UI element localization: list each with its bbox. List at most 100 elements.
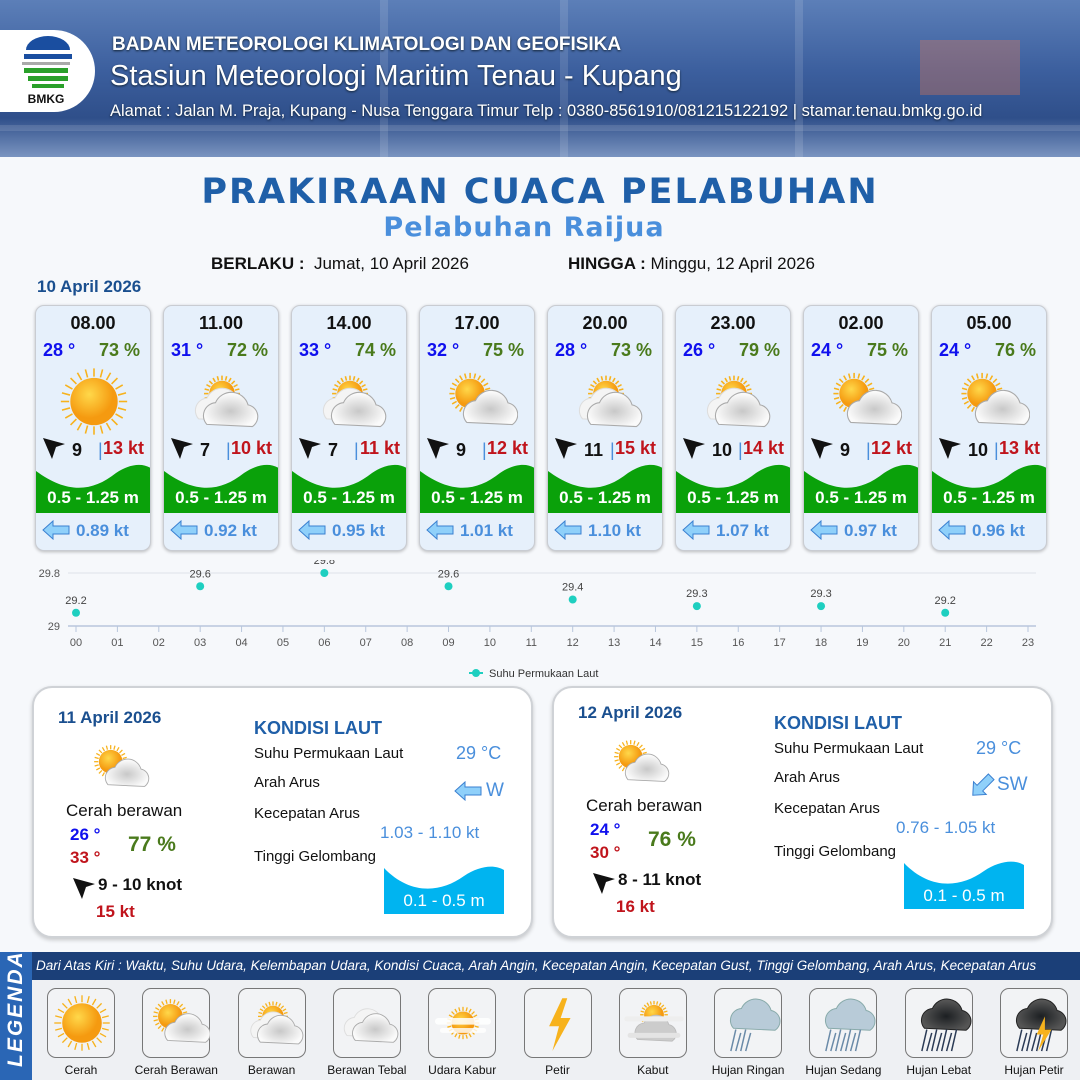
forecast-time: 11.00: [198, 313, 244, 333]
x-tick-label: 04: [235, 637, 247, 649]
valid-from: BERLAKU : Jumat, 10 April 2026: [211, 254, 469, 274]
gust-speed: 13 kt: [102, 438, 144, 458]
wave-height: 0.5 - 1.25 m: [943, 488, 1035, 507]
x-tick-label: 12: [567, 637, 579, 649]
page-title: PRAKIRAAN CUACA PELABUHAN: [201, 172, 879, 212]
panel-date: 11 April 2026: [58, 708, 162, 727]
data-point: [196, 582, 205, 591]
wind-speed: 9: [840, 440, 851, 460]
separator: |: [866, 440, 871, 460]
data-point: [692, 602, 701, 611]
air-temperature: 26 °: [683, 340, 716, 360]
current-speed: 1.01 kt: [460, 521, 513, 540]
wave-height: 0.5 - 1.25 m: [431, 488, 523, 507]
wave-height-label: Tinggi Gelombang: [774, 843, 897, 860]
wave-graphic: [932, 464, 1046, 513]
wave-graphic: [676, 464, 790, 513]
separator: |: [226, 440, 231, 460]
wave-height: 0.5 - 1.25 m: [175, 488, 267, 507]
gust-speed: 10 kt: [230, 438, 272, 458]
x-tick-label: 06: [318, 637, 330, 649]
data-point: [941, 608, 950, 617]
air-temperature: 24 °: [811, 340, 844, 360]
wind-direction-icon: [42, 436, 66, 460]
forecast-card: 02.00 24 ° 75 % 9 | 12 kt 0.5 - 1.25 m 0…: [803, 305, 919, 551]
current-speed: 1.10 kt: [588, 521, 641, 540]
x-tick-label: 14: [649, 637, 661, 649]
rain-moderate-icon: [811, 990, 877, 1056]
current-direction-label: Arah Arus: [774, 769, 840, 786]
sea-condition-title: KONDISI LAUT: [254, 718, 382, 738]
forecast-card: 20.00 28 ° 73 % 11 | 15 kt 0.5 - 1.25 m …: [547, 305, 663, 551]
forecast-card: 11.00 31 ° 72 % 7 | 10 kt 0.5 - 1.25 m 0…: [163, 305, 279, 551]
forecast-time: 02.00: [838, 313, 884, 333]
wave-height-value: 0.1 - 0.5 m: [923, 886, 1005, 905]
x-tick-label: 11: [526, 637, 537, 649]
current-direction-value: SW: [997, 774, 1028, 795]
legend-item-label: Cerah Berawan: [134, 1063, 218, 1077]
chart-legend: Suhu Permukaan Laut: [469, 668, 598, 680]
legend-item-cloud-sun: [142, 988, 211, 1058]
svg-text:BMKG: BMKG: [28, 92, 65, 106]
cloud-sun-icon: [82, 738, 152, 798]
forecast-time: 14.00: [326, 313, 372, 333]
weather-condition: Cerah berawan: [586, 796, 703, 815]
cloud-sun-icon: [822, 364, 903, 439]
lightning-icon: [526, 990, 592, 1056]
wave-height: 0.5 - 1.25 m: [47, 488, 139, 507]
x-tick-label: 20: [898, 637, 910, 649]
air-temperature: 33 °: [299, 340, 332, 360]
data-point: [568, 595, 577, 604]
port-name: Pelabuhan Raijua: [383, 212, 665, 243]
forecast-card: 08.00 28 ° 73 % 9 | 13 kt 0.5 - 1.25 m 0…: [35, 305, 151, 551]
wind-speed: 7: [328, 440, 339, 460]
sst-value: 29 °C: [976, 738, 1022, 758]
current-direction-icon: [968, 773, 995, 796]
wind-speed: 7: [200, 440, 211, 460]
sst-label: Suhu Permukaan Laut: [254, 745, 404, 762]
gust-speed: 15 kt: [614, 438, 656, 458]
daily-forecast-panel: 11 April 2026 Cerah berawan 26 ° 33 ° 77…: [32, 686, 533, 938]
fog-icon: [621, 990, 687, 1056]
x-tick-label: 19: [856, 637, 868, 649]
legend-description: Dari Atas Kiri : Waktu, Suhu Udara, Kele…: [36, 958, 1037, 973]
legend-item-label: Petir: [545, 1063, 570, 1077]
temp-min: 26 °: [70, 825, 101, 844]
sun-icon: [49, 990, 115, 1056]
wave-height: 0.5 - 1.25 m: [559, 488, 651, 507]
header-banner: BMKG BADAN METEOROLOGI KLIMATOLOGI DAN G…: [0, 0, 1080, 157]
x-tick-label: 23: [1022, 637, 1034, 649]
current-speed: 1.07 kt: [716, 521, 769, 540]
air-temperature: 28 °: [43, 340, 76, 360]
wind-direction-icon: [554, 436, 578, 460]
humidity: 76 %: [994, 340, 1036, 360]
y-tick-label: 29.8: [39, 568, 60, 580]
x-tick-label: 16: [732, 637, 744, 649]
data-label: 29.6: [438, 568, 459, 580]
weather-condition: Cerah berawan: [66, 801, 183, 820]
station-address: Alamat : Jalan M. Praja, Kupang - Nusa T…: [110, 102, 983, 120]
wave-graphic: [548, 464, 662, 513]
rain-heavy-icon: [907, 990, 973, 1056]
wave-graphic: [420, 464, 534, 513]
wind-direction-icon: [298, 436, 322, 460]
wind-direction-icon: [72, 876, 95, 899]
current-direction-value: W: [486, 780, 504, 801]
valid-to-label: HINGGA :: [568, 254, 646, 273]
x-tick-label: 09: [442, 637, 454, 649]
humidity: 72 %: [226, 340, 268, 360]
wave-graphic: [904, 861, 1024, 909]
data-label: 29.2: [935, 595, 956, 607]
separator: |: [98, 440, 103, 460]
gust-speed: 14 kt: [742, 438, 784, 458]
current-direction-icon: [810, 519, 838, 541]
legend-series-name: Suhu Permukaan Laut: [489, 668, 598, 680]
wave-height-label: Tinggi Gelombang: [254, 848, 377, 865]
valid-to-date: Minggu, 12 April 2026: [650, 254, 815, 273]
separator: |: [610, 440, 615, 460]
x-tick-label: 07: [360, 637, 372, 649]
data-label: 29.3: [810, 588, 831, 600]
separator: |: [482, 440, 487, 460]
data-label: 29.8: [314, 560, 335, 567]
x-tick-label: 08: [401, 637, 413, 649]
